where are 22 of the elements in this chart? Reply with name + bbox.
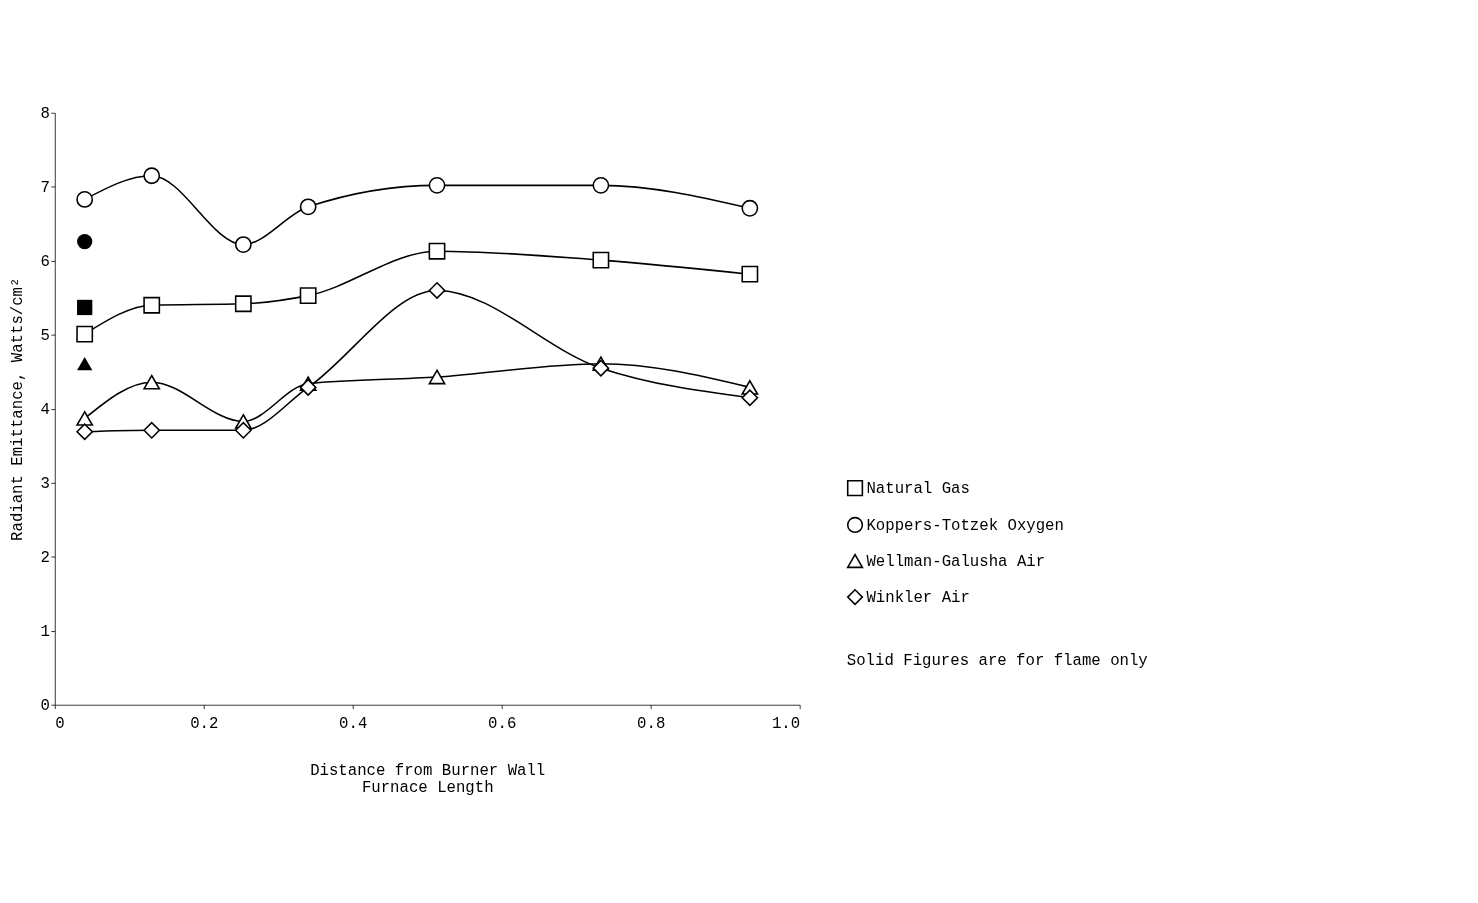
x-tick-label: 0.2: [190, 714, 219, 733]
y-tick-label: 6: [40, 252, 50, 271]
x-tick-label: 0.6: [488, 714, 517, 733]
x-tick-label: 0.4: [339, 714, 368, 733]
y-tick-label: 1: [40, 622, 50, 641]
y-tick-label: 0: [40, 696, 50, 715]
x-tick-label: 0.8: [637, 714, 666, 733]
y-axis-title: Radiant Emittance, Watts/cm²: [8, 277, 27, 541]
y-tick-label: 7: [40, 178, 50, 197]
x-tick-label: 1.0: [771, 714, 801, 733]
legend-label: Wellman-Galusha Air: [866, 552, 1046, 571]
text: Solid Figures are for flame only: [846, 651, 1148, 670]
legend-label: Koppers-Totzek Oxygen: [866, 516, 1064, 535]
x-tick-label: 0: [55, 714, 65, 733]
y-tick-label: 2: [40, 548, 50, 567]
legend-label: Winkler Air: [866, 588, 970, 607]
legend-label: Natural Gas: [866, 479, 970, 498]
y-tick-label: 4: [40, 400, 50, 419]
y-tick-label: 3: [40, 474, 50, 493]
x-axis-title: Distance from Burner Wall Furnace Length: [310, 762, 546, 798]
y-tick-label: 5: [40, 326, 50, 345]
y-tick-label: 8: [40, 104, 50, 123]
